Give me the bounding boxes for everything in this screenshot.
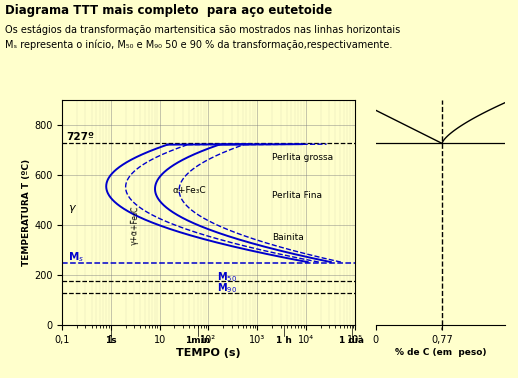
X-axis label: % de C (em  peso): % de C (em peso) xyxy=(395,348,486,356)
Text: Os estágios da transformação martensitica são mostrados nas linhas horizontais: Os estágios da transformação martensitic… xyxy=(5,25,400,35)
Text: M$_s$: M$_s$ xyxy=(68,250,84,264)
Text: γ: γ xyxy=(68,203,75,213)
Text: Diagrama TTT mais completo  para aço eutetoide: Diagrama TTT mais completo para aço eute… xyxy=(5,4,333,17)
Text: Perlita Fina: Perlita Fina xyxy=(272,191,322,200)
X-axis label: TEMPO (s): TEMPO (s) xyxy=(176,348,241,358)
Text: M$_{90}$: M$_{90}$ xyxy=(217,281,237,295)
Y-axis label: TEMPERATURA T (ºC): TEMPERATURA T (ºC) xyxy=(22,159,31,266)
Text: M$_{50}$: M$_{50}$ xyxy=(217,270,237,284)
Text: 1min: 1min xyxy=(185,336,210,345)
Text: Mₛ representa o início, M₅₀ e M₉₀ 50 e 90 % da transformação,respectivamente.: Mₛ representa o início, M₅₀ e M₉₀ 50 e 9… xyxy=(5,40,393,50)
Text: α+Fe₃C: α+Fe₃C xyxy=(172,186,206,195)
Text: 1 h: 1 h xyxy=(277,336,292,345)
Text: 1 dia: 1 dia xyxy=(339,336,364,345)
Text: Bainita: Bainita xyxy=(272,233,304,242)
Text: 727º: 727º xyxy=(66,132,94,142)
Text: Perlita grossa: Perlita grossa xyxy=(272,153,333,162)
Text: 1s: 1s xyxy=(105,336,117,345)
Text: γ+α+Fe₃C: γ+α+Fe₃C xyxy=(131,205,141,245)
